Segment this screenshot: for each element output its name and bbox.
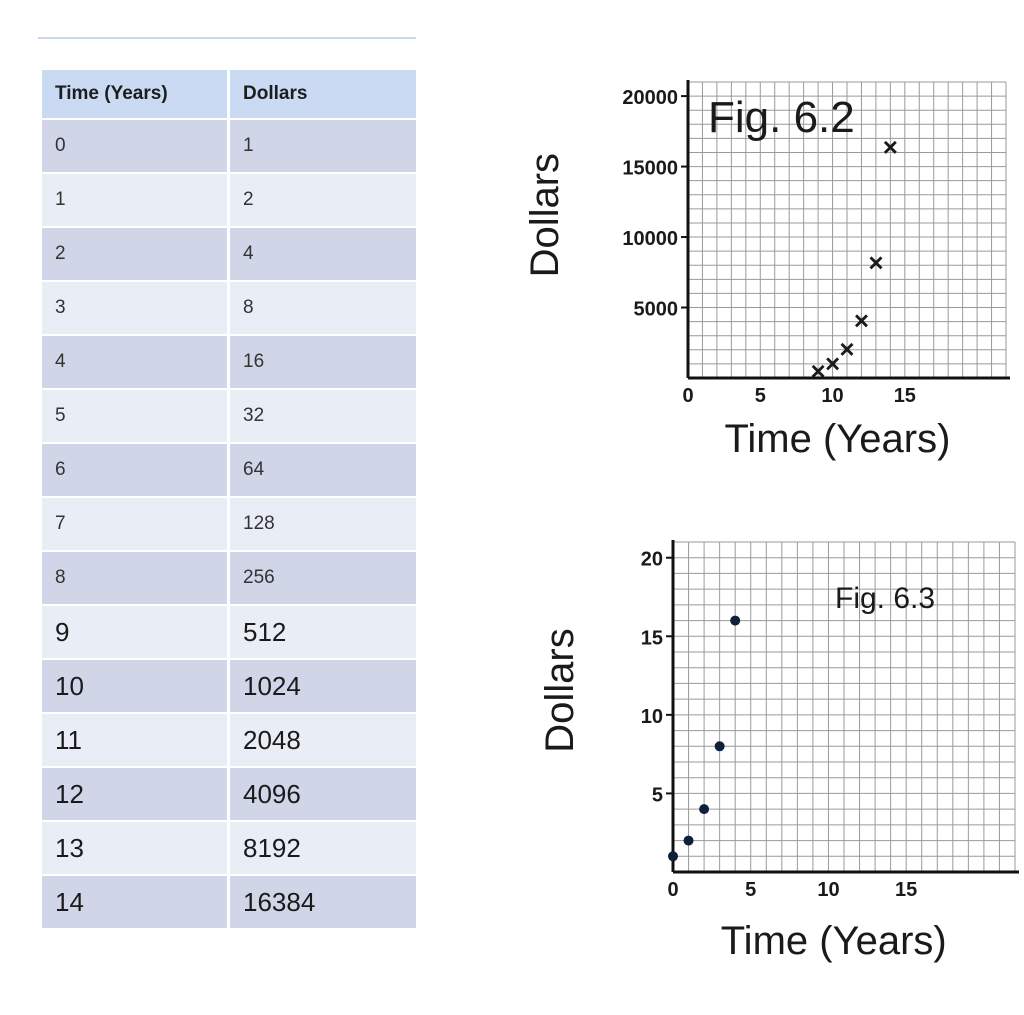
data-point-marker: × bbox=[839, 334, 854, 364]
data-point bbox=[668, 851, 678, 862]
x-tick-label: 15 bbox=[895, 879, 917, 901]
data-point-marker: × bbox=[868, 248, 883, 278]
figure-label: Fig. 6.2 bbox=[708, 93, 855, 142]
data-point bbox=[683, 835, 694, 846]
cell-dollars: 16384 bbox=[230, 876, 419, 928]
cell-dollars: 1024 bbox=[230, 660, 419, 712]
table-row: 12 4096 bbox=[42, 768, 419, 820]
y-tick-label: 5 bbox=[652, 784, 663, 806]
cell-dollars: 256 bbox=[230, 552, 419, 604]
x-tick-label: 5 bbox=[755, 385, 766, 407]
y-axis-title: Dollars bbox=[538, 628, 582, 752]
cell-dollars: 2 bbox=[230, 174, 419, 226]
cell-time: 14 bbox=[42, 876, 230, 928]
table-row: 14 16384 bbox=[42, 876, 419, 928]
table-row: 6 64 bbox=[42, 444, 419, 496]
cell-time: 1 bbox=[42, 174, 230, 226]
y-tick-label: 20 bbox=[641, 549, 663, 571]
cell-time: 7 bbox=[42, 498, 230, 550]
y-tick-label: 5000 bbox=[634, 299, 679, 321]
cell-dollars: 4 bbox=[230, 228, 419, 280]
y-tick-label: 15 bbox=[641, 627, 663, 649]
cell-time: 8 bbox=[42, 552, 230, 604]
x-tick-label: 0 bbox=[682, 385, 693, 407]
x-tick-label: 0 bbox=[667, 879, 678, 901]
table-row: 8 256 bbox=[42, 552, 419, 604]
data-point bbox=[699, 804, 710, 815]
grid bbox=[687, 81, 1007, 379]
figure-label: Fig. 6.3 bbox=[835, 582, 935, 615]
data-point-marker: × bbox=[810, 356, 825, 386]
cell-dollars: 1 bbox=[230, 120, 419, 172]
cell-dollars: 2048 bbox=[230, 714, 419, 766]
data-table-container: Time (Years) Dollars 0 1 1 2 2 4 3 8 4 16 5 32 6 64 7 1… bbox=[42, 68, 419, 930]
table-body: 0 1 1 2 2 4 3 8 4 16 5 32 6 64 7 128 8 256 9 512 10 1024 11 204… bbox=[42, 120, 419, 928]
y-tick-label: 15000 bbox=[622, 158, 678, 180]
cell-time: 3 bbox=[42, 282, 230, 334]
y-tick-label: 10000 bbox=[622, 228, 678, 250]
grid bbox=[672, 541, 1016, 873]
data-table: Time (Years) Dollars 0 1 1 2 2 4 3 8 4 16 5 32 6 64 7 1… bbox=[42, 68, 419, 930]
data-point bbox=[730, 615, 741, 626]
data-point-marker: × bbox=[883, 132, 898, 162]
table-row: 5 32 bbox=[42, 390, 419, 442]
cell-dollars: 8192 bbox=[230, 822, 419, 874]
cell-dollars: 16 bbox=[230, 336, 419, 388]
fig-6-2-scatter-chart: 5000 10000 15000 20000 0 5 10 15 Time (Years) Dol… bbox=[523, 80, 1010, 461]
y-axis-title: Dollars bbox=[523, 153, 567, 277]
cell-time: 11 bbox=[42, 714, 230, 766]
data-point-marker: × bbox=[854, 305, 869, 335]
cell-dollars: 128 bbox=[230, 498, 419, 550]
cell-time: 5 bbox=[42, 390, 230, 442]
cell-time: 12 bbox=[42, 768, 230, 820]
cell-dollars: 512 bbox=[230, 606, 419, 658]
cell-time: 2 bbox=[42, 228, 230, 280]
cell-dollars: 32 bbox=[230, 390, 419, 442]
cell-time: 4 bbox=[42, 336, 230, 388]
table-header-row: Time (Years) Dollars bbox=[42, 70, 419, 118]
cell-dollars: 4096 bbox=[230, 768, 419, 820]
cell-dollars: 8 bbox=[230, 282, 419, 334]
x-tick-label: 10 bbox=[817, 879, 839, 901]
table-row: 9 512 bbox=[42, 606, 419, 658]
fig-6-3-scatter-chart: 5 10 15 20 0 5 10 15 Time (Years) Dollars Fig. 6.3 bbox=[538, 540, 1019, 963]
cell-time: 6 bbox=[42, 444, 230, 496]
y-tick-label: 20000 bbox=[622, 87, 678, 109]
x-tick-label: 10 bbox=[821, 385, 843, 407]
column-header-time: Time (Years) bbox=[42, 70, 230, 118]
x-axis-title: Time (Years) bbox=[724, 417, 950, 461]
top-divider-line bbox=[38, 37, 416, 39]
data-point-marker: × bbox=[825, 349, 840, 379]
table-row: 13 8192 bbox=[42, 822, 419, 874]
data-point bbox=[714, 741, 725, 752]
cell-time: 0 bbox=[42, 120, 230, 172]
table-row: 11 2048 bbox=[42, 714, 419, 766]
cell-time: 13 bbox=[42, 822, 230, 874]
table-row: 10 1024 bbox=[42, 660, 419, 712]
x-tick-label: 5 bbox=[745, 879, 756, 901]
table-row: 7 128 bbox=[42, 498, 419, 550]
y-tick-label: 10 bbox=[641, 706, 663, 728]
x-tick-label: 15 bbox=[894, 385, 916, 407]
cell-time: 9 bbox=[42, 606, 230, 658]
table-row: 4 16 bbox=[42, 336, 419, 388]
cell-dollars: 64 bbox=[230, 444, 419, 496]
x-axis-title: Time (Years) bbox=[721, 919, 947, 963]
column-header-dollars: Dollars bbox=[230, 70, 419, 118]
cell-time: 10 bbox=[42, 660, 230, 712]
